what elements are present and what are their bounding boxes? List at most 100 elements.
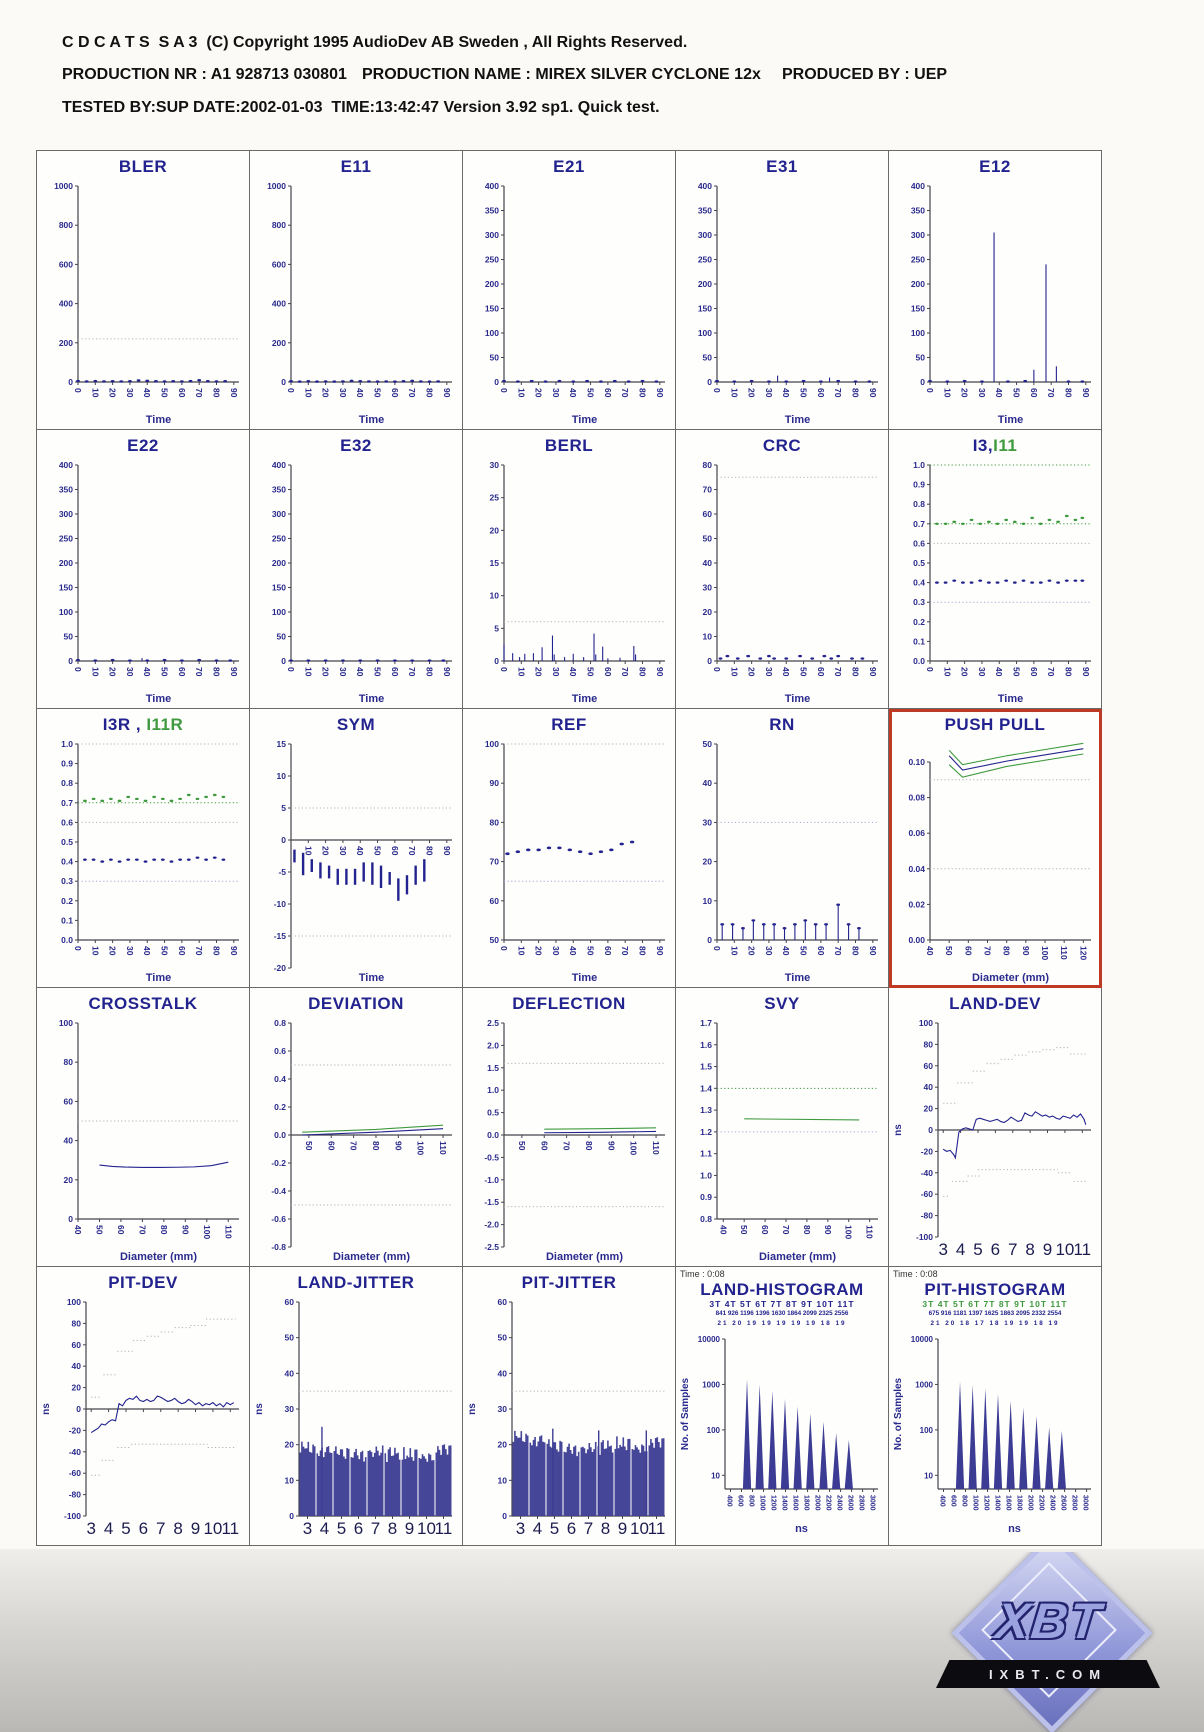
svg-text:0.9: 0.9 [913, 480, 925, 490]
svg-text:10: 10 [303, 388, 313, 398]
chart-title: SVY [764, 994, 800, 1013]
svg-text:90: 90 [867, 667, 877, 677]
svg-text:ns: ns [893, 1124, 904, 1136]
svg-text:2200: 2200 [1037, 1495, 1044, 1511]
chart-canvas-crosstalk: 0 20 40 60 80 100 40 50 60 70 80 90 100 110 Diameter (… [58, 1018, 239, 1263]
svg-text:5: 5 [549, 1519, 558, 1538]
svg-text:-20: -20 [273, 963, 286, 973]
chart-canvas-e11: 0 200 400 600 800 1000 0 10 20 30 40 50 60 70 80 90 Time [267, 181, 452, 426]
svg-text:50: 50 [798, 946, 808, 956]
svg-text:80: 80 [637, 667, 647, 677]
svg-text:70: 70 [407, 667, 417, 677]
svg-text:50: 50 [798, 667, 808, 677]
svg-text:-1.0: -1.0 [484, 1175, 499, 1185]
svg-text:50: 50 [303, 1141, 313, 1151]
svg-text:1000: 1000 [971, 1495, 978, 1511]
svg-text:10: 10 [942, 667, 952, 677]
svg-text:1.0: 1.0 [61, 739, 73, 749]
chart-title: RN [769, 715, 795, 734]
svg-text:1.0: 1.0 [700, 1170, 712, 1180]
svg-text:30: 30 [550, 946, 560, 956]
svg-text:20: 20 [320, 388, 330, 398]
svg-text:400: 400 [271, 299, 285, 309]
chart-time-stamp: Time : 0:08 [893, 1269, 938, 1279]
svg-text:350: 350 [484, 206, 498, 216]
svg-text:60: 60 [702, 509, 712, 519]
svg-text:4: 4 [955, 1240, 964, 1259]
svg-text:0: 0 [68, 1214, 73, 1224]
svg-text:60: 60 [176, 946, 186, 956]
svg-text:0: 0 [68, 377, 73, 387]
chart-title: DEFLECTION [512, 994, 626, 1013]
svg-text:40: 40 [568, 388, 578, 398]
svg-text:20: 20 [320, 667, 330, 677]
svg-text:90: 90 [654, 667, 664, 677]
chart-cell-land-histogram: Time : 0:08 LAND-HISTOGRAM 3T 4T 5T 6T 7T … [676, 1267, 889, 1546]
svg-text:40: 40 [702, 778, 712, 788]
svg-text:-80: -80 [920, 1211, 933, 1221]
svg-text:1.5: 1.5 [487, 1063, 499, 1073]
svg-text:ns: ns [795, 1523, 808, 1535]
svg-text:80: 80 [211, 388, 221, 398]
svg-text:50: 50 [585, 946, 595, 956]
svg-text:40: 40 [142, 388, 152, 398]
svg-text:0: 0 [707, 656, 712, 666]
svg-text:Time: Time [358, 972, 383, 984]
svg-text:15: 15 [276, 739, 286, 749]
svg-text:90: 90 [441, 388, 451, 398]
svg-text:90: 90 [441, 846, 451, 856]
svg-text:2200: 2200 [824, 1495, 831, 1511]
svg-text:150: 150 [697, 304, 711, 314]
svg-text:10000: 10000 [910, 1335, 933, 1344]
svg-text:300: 300 [58, 509, 72, 519]
svg-text:600: 600 [736, 1495, 743, 1507]
chart-title: LAND-DEV [949, 994, 1041, 1013]
logo-domain: IXBT.COM [988, 1666, 1108, 1682]
svg-text:0.8: 0.8 [700, 1214, 712, 1224]
svg-text:10: 10 [702, 896, 712, 906]
chart-canvas-crc: 0 10 20 30 40 50 60 70 80 0 10 20 30 40 50 60 70 80 90 Time [702, 460, 878, 705]
chart-canvas-deviation: -0.8 -0.6 -0.4 -0.2 0.0 0.2 0.4 0.6 0.8 50 60 70 80 9… [271, 1018, 452, 1263]
svg-text:-60: -60 [68, 1468, 81, 1478]
svg-text:10: 10 [729, 946, 739, 956]
svg-text:100: 100 [919, 1426, 933, 1435]
svg-text:100: 100 [697, 328, 711, 338]
svg-text:Time: Time [784, 972, 809, 984]
svg-text:1.0: 1.0 [487, 1085, 499, 1095]
svg-text:30: 30 [763, 388, 773, 398]
svg-text:3000: 3000 [1081, 1495, 1088, 1511]
svg-text:30: 30 [337, 388, 347, 398]
svg-text:2800: 2800 [857, 1495, 864, 1511]
svg-text:90: 90 [228, 667, 238, 677]
svg-text:600: 600 [58, 259, 72, 269]
svg-text:8: 8 [173, 1519, 182, 1538]
svg-text:0: 0 [76, 1404, 81, 1414]
svg-text:100: 100 [628, 1141, 638, 1155]
svg-text:Time: Time [997, 693, 1022, 705]
svg-text:0.2: 0.2 [61, 896, 73, 906]
svg-text:30: 30 [976, 388, 986, 398]
chart-canvas-berl: 0 5 10 15 20 25 30 0 10 20 30 40 50 60 70 80 90 Time [489, 460, 665, 705]
chart-cell-bler: BLER 0 200 400 600 800 1000 0 10 20 30 40 50 60 70 80 90… [37, 151, 250, 430]
svg-text:90: 90 [654, 946, 664, 956]
header-copyright: C D C A T S S A 3 (C) Copyright 1995 Aud… [62, 34, 688, 51]
svg-text:400: 400 [271, 460, 285, 470]
svg-text:0: 0 [707, 935, 712, 945]
svg-text:0.6: 0.6 [61, 817, 73, 827]
svg-text:80: 80 [850, 667, 860, 677]
svg-text:10: 10 [497, 1475, 507, 1485]
svg-text:10: 10 [489, 591, 499, 601]
svg-text:70: 70 [702, 485, 712, 495]
chart-cell-crosstalk: CROSSTALK 0 20 40 60 80 100 40 50 60 70 80 90 100 110 D… [37, 988, 250, 1267]
svg-text:80: 80 [211, 946, 221, 956]
svg-text:150: 150 [484, 304, 498, 314]
svg-text:1000: 1000 [915, 1380, 933, 1389]
svg-text:40: 40 [781, 388, 791, 398]
svg-text:80: 80 [424, 667, 434, 677]
chart-canvas-push-pull: 0.00 0.02 0.04 0.06 0.08 0.10 40 50 60 70 80 90 100 1… [908, 742, 1091, 984]
svg-text:90: 90 [606, 1141, 616, 1151]
svg-text:8: 8 [387, 1519, 396, 1538]
chart-cell-deflection: DEFLECTION -2.5 -2.0 -1.5 -1.0 -0.5 0.0 0.5 1.0 1… [463, 988, 676, 1267]
svg-text:30: 30 [489, 460, 499, 470]
